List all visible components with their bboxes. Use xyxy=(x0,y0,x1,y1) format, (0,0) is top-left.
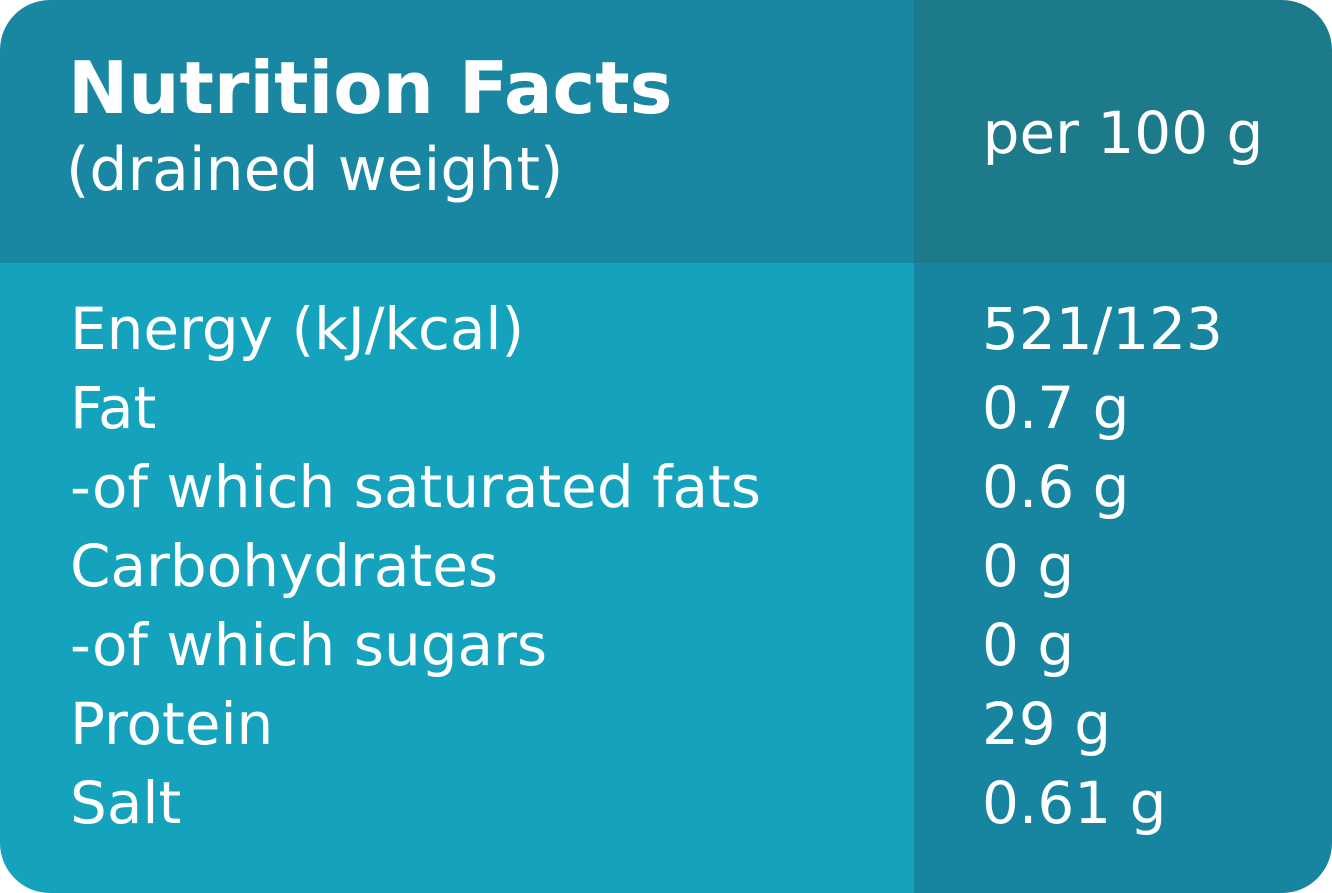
nutrient-label: Protein xyxy=(70,690,274,758)
nutrient-label: -of which saturated fats xyxy=(70,453,761,521)
nutrient-label: Fat xyxy=(70,374,157,442)
nutrient-label: Salt xyxy=(70,769,182,837)
nutrient-value: 0.61 g xyxy=(982,769,1167,837)
column-header: per 100 g xyxy=(982,99,1264,167)
nutrient-value: 521/123 xyxy=(982,295,1223,363)
nutrient-value: 0.6 g xyxy=(982,453,1130,521)
nutrient-value: 0.7 g xyxy=(982,374,1130,442)
nutrient-label: Carbohydrates xyxy=(70,532,499,600)
body-right xyxy=(914,263,1332,893)
header-right xyxy=(914,0,1332,263)
nutrient-label: -of which sugars xyxy=(70,611,548,679)
nutrient-value: 29 g xyxy=(982,690,1112,758)
header-left xyxy=(0,0,914,263)
nutrient-label: Energy (kJ/kcal) xyxy=(70,295,525,363)
title: Nutrition Facts xyxy=(68,46,673,130)
body-left xyxy=(0,263,914,893)
nutrient-value: 0 g xyxy=(982,611,1075,679)
subtitle: (drained weight) xyxy=(66,135,564,205)
nutrient-value: 0 g xyxy=(982,532,1075,600)
